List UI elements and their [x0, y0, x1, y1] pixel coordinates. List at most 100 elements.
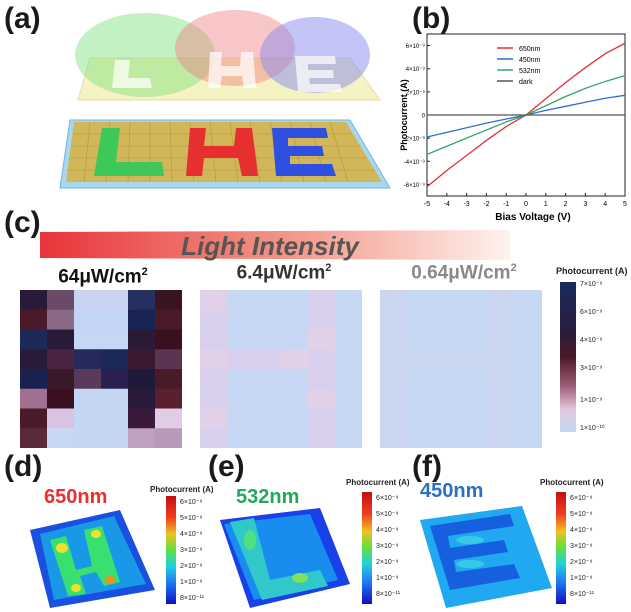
heatmap-cell	[20, 309, 48, 330]
heatmap-cell	[461, 388, 489, 409]
banner-text: Light Intensity	[181, 231, 360, 261]
heatmap-cell	[74, 290, 102, 311]
colorbar-c-title: Photocurrent (A)	[556, 266, 628, 276]
iv-legend-label: 532nm	[519, 68, 541, 75]
heatmap-cell	[335, 329, 362, 350]
heatmap-6-4	[200, 290, 362, 448]
heatmap-cell	[47, 309, 75, 330]
heatmap-cell	[155, 329, 182, 350]
heatmap-cell	[308, 369, 336, 390]
surface-532-peak-2	[292, 573, 308, 583]
heatmap-cell	[434, 290, 462, 311]
banner-gradient	[40, 230, 510, 260]
iv-x-tick-label: -4	[444, 201, 450, 208]
mask-letter-h	[208, 52, 256, 88]
heatmap-cell	[488, 388, 516, 409]
mask-letter-l	[112, 60, 152, 88]
letter-l-pixels	[94, 128, 164, 176]
heatmap-cell	[254, 329, 282, 350]
heatmap-cell	[227, 408, 255, 429]
iv-x-tick-label: -3	[463, 201, 469, 208]
surface-plot-650nm	[30, 510, 155, 608]
heatmap-cell	[74, 349, 102, 370]
iv-chart-xlabel: Bias Voltage (V)	[495, 212, 570, 223]
heatmap-cell	[155, 309, 182, 330]
heatmap-cell	[227, 428, 255, 448]
surface-650-peak-2	[91, 530, 101, 538]
surface-colorbar-tick: 8×10⁻¹¹	[180, 595, 205, 602]
heatmap-cell	[335, 369, 362, 390]
heatmap-cell	[461, 329, 489, 350]
heatmap-cell	[380, 369, 408, 390]
heatmap-cell	[227, 329, 255, 350]
heatmap-cell	[308, 290, 336, 311]
heatmap-cell	[128, 349, 156, 370]
heatmap-cell	[254, 290, 282, 311]
heatmap-cell	[128, 329, 156, 350]
heatmap-cell	[74, 428, 102, 448]
heatmap-cell	[200, 329, 228, 350]
heatmap-cell	[434, 369, 462, 390]
heatmap-cell	[488, 290, 516, 311]
heatmap-cell	[128, 428, 156, 448]
surface-colorbar-tick: 4×10⁻⁹	[570, 527, 593, 534]
iv-legend-label: dark	[519, 79, 533, 86]
heatmap-cell	[155, 428, 182, 448]
surface-colorbar-tick: 6×10⁻⁹	[570, 495, 593, 502]
surface-colorbar-tick: 2×10⁻⁹	[376, 559, 399, 566]
surface-d-label: 650nm	[44, 486, 108, 508]
iv-x-tick-label: -2	[483, 201, 489, 208]
heatmap-cell	[74, 329, 102, 350]
heatmap-cell	[488, 329, 516, 350]
iv-plot-area: -5 -4 -3 -2 -1 0 1 2 3 4 5 -6×10⁻⁹ -4×10⁻⁹ -2×10⁻⁹ 0 2×…	[404, 33, 627, 208]
heatmap-cell	[47, 369, 75, 390]
device-schematic	[59, 10, 391, 189]
heatmap-cell	[200, 349, 228, 370]
heatmap-cell	[227, 349, 255, 370]
heatmap-cell	[281, 349, 309, 370]
heatmap-cell	[155, 290, 182, 311]
surface-colorbar-tick: 5×10⁻⁹	[180, 515, 203, 522]
heatmap-cell	[200, 388, 228, 409]
surface-plot-532nm	[220, 508, 350, 608]
heatmap-cell	[155, 349, 182, 370]
heatmap-cell	[227, 290, 255, 311]
heatmap-cell	[281, 329, 309, 350]
heatmap-cell	[380, 349, 408, 370]
heatmap-cell	[47, 290, 75, 311]
heatmap-cell	[101, 369, 129, 390]
heatmap-cell	[200, 369, 228, 390]
heatmap-cell	[515, 349, 542, 370]
heatmap-title-0-64: 0.64μW/cm2	[374, 262, 554, 284]
heatmap-cell	[20, 408, 48, 429]
heatmap-cell	[254, 369, 282, 390]
heatmap-cell	[407, 369, 435, 390]
heatmap-cell	[101, 309, 129, 330]
heatmap-cell	[155, 369, 182, 390]
heatmap-cell	[380, 388, 408, 409]
heatmap-cell	[434, 428, 462, 448]
heatmap-cell	[515, 369, 542, 390]
heatmap-cell	[461, 428, 489, 448]
surface-colorbar-tick: 8×10⁻¹¹	[570, 591, 595, 598]
heatmap-cell	[128, 369, 156, 390]
iv-y-tick-label: 4×10⁻⁹	[406, 66, 426, 73]
surface-650-h-ridge	[50, 526, 120, 596]
letter-e-pixels	[272, 128, 336, 176]
heatmap-cell	[128, 388, 156, 409]
surface-colorbar-tick: 1×10⁻⁹	[180, 579, 203, 586]
iv-chart: Photocurrent (A) Bias Voltage (V) -5 -4 -3…	[399, 33, 627, 223]
heatmap-cell	[335, 309, 362, 330]
heatmap-cell	[335, 428, 362, 448]
heatmap-cell	[281, 388, 309, 409]
heatmap-cell	[47, 329, 75, 350]
heatmap-cell	[488, 349, 516, 370]
iv-legend-label: 650nm	[519, 46, 541, 53]
colorbar-c	[560, 282, 576, 432]
heatmap-cell	[47, 408, 75, 429]
surface-colorbar-tick: 5×10⁻⁹	[376, 511, 399, 518]
heatmap-cell	[101, 428, 129, 448]
heatmap-cell	[335, 290, 362, 311]
heatmap-cell	[434, 408, 462, 429]
heatmap-cell	[254, 428, 282, 448]
